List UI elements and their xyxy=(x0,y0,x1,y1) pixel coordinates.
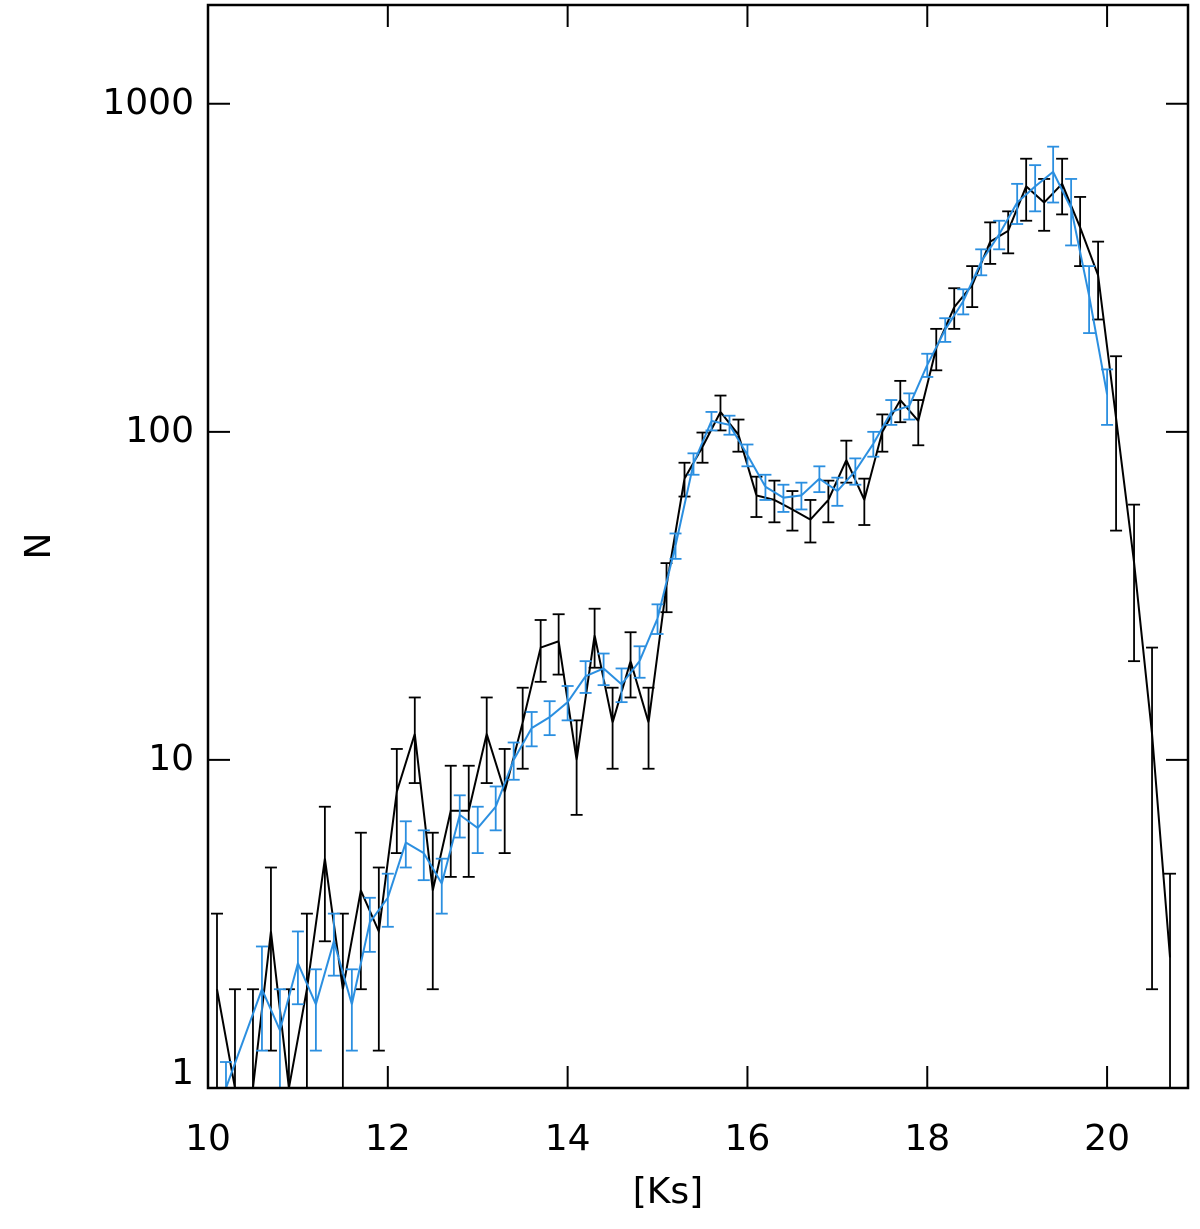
error-bar xyxy=(255,945,268,1052)
x-tick-label: 10 xyxy=(185,1118,231,1159)
error-bar xyxy=(786,490,799,532)
y-tick-label: 10 xyxy=(148,738,194,779)
error-bar xyxy=(372,866,385,1052)
error-bar xyxy=(336,912,349,1088)
error-bar xyxy=(768,479,781,524)
plot-area xyxy=(210,145,1177,1088)
error-bar xyxy=(381,872,394,928)
y-axis-label: N xyxy=(18,533,59,560)
x-tick-label: 18 xyxy=(904,1118,950,1159)
error-bar xyxy=(912,399,925,447)
error-bar xyxy=(489,785,502,832)
plot-frame xyxy=(206,3,1190,1090)
error-bar xyxy=(426,831,439,991)
error-bar xyxy=(291,930,304,1006)
error-bar xyxy=(480,696,493,784)
x-tick-label: 12 xyxy=(365,1118,411,1159)
x-tick-label: 14 xyxy=(545,1118,591,1159)
error-bar xyxy=(642,686,655,770)
error-bar xyxy=(1047,145,1060,204)
y-tick-label: 1000 xyxy=(102,82,194,123)
error-bar xyxy=(1146,646,1159,991)
error-bar xyxy=(300,912,313,1088)
error-bar xyxy=(435,857,448,915)
error-bar xyxy=(210,912,223,1088)
error-bar xyxy=(273,988,286,1088)
error-bar xyxy=(804,499,817,544)
error-bar xyxy=(1020,157,1033,222)
error-bar xyxy=(624,631,637,699)
error-bar xyxy=(264,866,277,1052)
error-bar xyxy=(1110,355,1123,532)
x-tick-label: 20 xyxy=(1084,1118,1130,1159)
x-axis-label: [Ks] xyxy=(633,1171,703,1212)
series-line xyxy=(225,170,1109,1088)
error-bar xyxy=(1029,164,1042,213)
error-bar xyxy=(1164,872,1177,1088)
error-bar xyxy=(390,748,403,854)
error-bar xyxy=(228,988,241,1088)
x-tick-label: 16 xyxy=(725,1118,771,1159)
error-bar xyxy=(516,686,529,770)
y-tick-label: 1 xyxy=(171,1052,194,1093)
error-bar xyxy=(444,764,457,878)
error-bar xyxy=(1038,178,1051,232)
error-bar xyxy=(219,1061,232,1088)
error-bar xyxy=(1056,157,1069,216)
error-bar xyxy=(606,686,619,770)
error-bar xyxy=(345,968,358,1052)
error-bar xyxy=(309,968,322,1052)
error-bar xyxy=(417,829,430,882)
error-bar xyxy=(1128,503,1141,663)
y-tick-label: 100 xyxy=(125,410,194,451)
error-bar xyxy=(318,805,331,943)
error-bar xyxy=(822,479,835,524)
error-bar xyxy=(498,748,511,854)
error-bar xyxy=(471,805,484,854)
